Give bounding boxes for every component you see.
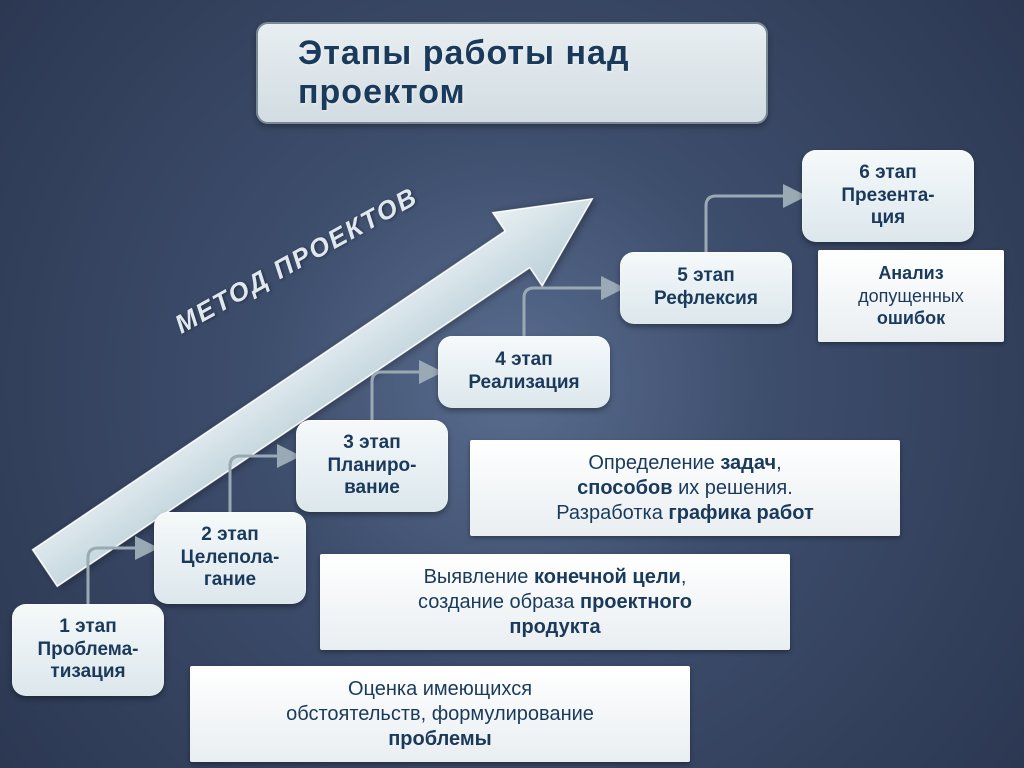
step-2-line2: Целепола-	[181, 547, 280, 570]
step-6-line1: 6 этап	[841, 162, 934, 185]
desc-2-text: Выявление конечной цели,создание образа …	[418, 565, 692, 640]
step-1-line3: тизация	[38, 661, 139, 684]
step-3-line1: 3 этап	[328, 432, 417, 455]
desc-1: Оценка имеющихсяобстоятельств, формулиро…	[190, 666, 690, 762]
step-6-line2: Презента-	[841, 185, 934, 208]
step-6-line3: ция	[841, 207, 934, 230]
desc-1-text: Оценка имеющихсяобстоятельств, формулиро…	[286, 677, 594, 752]
step-5: 5 этап Рефлексия	[620, 252, 792, 324]
step-1: 1 этап Проблема- тизация	[12, 604, 164, 696]
step-3-line2: Планиро-	[328, 455, 417, 478]
step-3-line3: вание	[328, 477, 417, 500]
step-2-line1: 2 этап	[181, 524, 280, 547]
step-1-line1: 1 этап	[38, 616, 139, 639]
step-5-line2: Рефлексия	[654, 288, 758, 311]
step-5-line1: 5 этап	[654, 265, 758, 288]
desc-5-text: Анализдопущенныхошибок	[858, 262, 964, 330]
desc-3: Определение задач,способов их решения.Ра…	[470, 440, 900, 536]
step-2-line3: гание	[181, 569, 280, 592]
page-title: Этапы работы над проектом	[298, 34, 630, 111]
step-4-line2: Реализация	[468, 372, 579, 395]
desc-2: Выявление конечной цели,создание образа …	[320, 554, 790, 650]
step-4-line1: 4 этап	[468, 349, 579, 372]
title-box: Этапы работы над проектом	[256, 22, 768, 124]
step-2: 2 этап Целепола- гание	[154, 512, 306, 604]
step-1-line2: Проблема-	[38, 639, 139, 662]
desc-3-text: Определение задач,способов их решения.Ра…	[556, 451, 814, 526]
desc-5: Анализдопущенныхошибок	[818, 250, 1004, 342]
step-4: 4 этап Реализация	[438, 336, 610, 408]
step-6: 6 этап Презента- ция	[802, 150, 974, 242]
step-3: 3 этап Планиро- вание	[296, 420, 448, 512]
